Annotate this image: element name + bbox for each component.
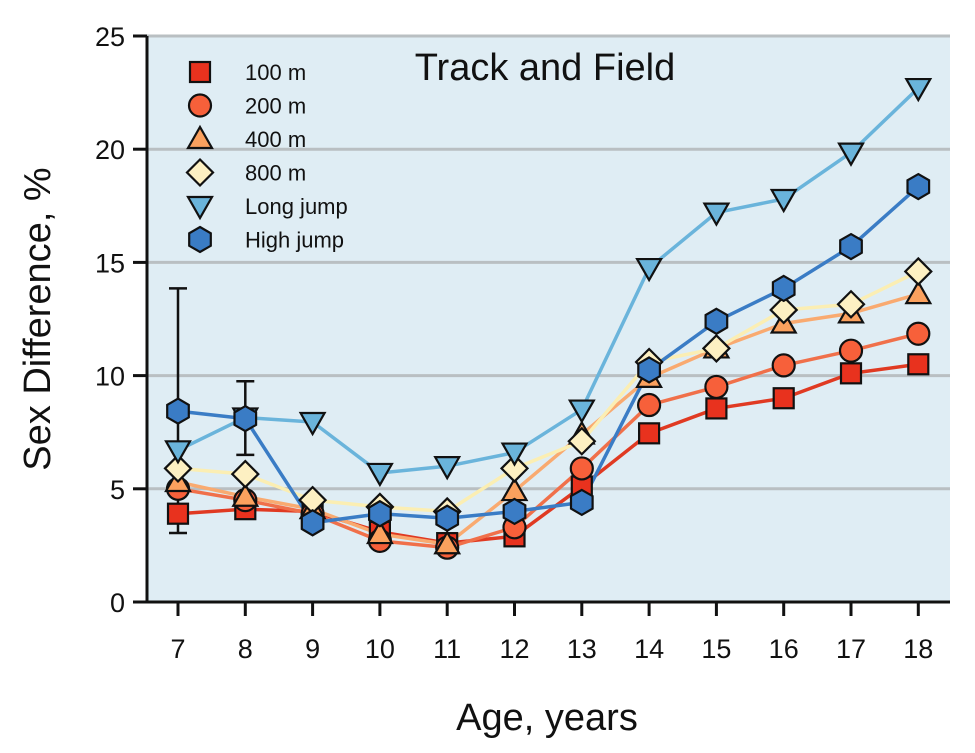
data-point-100-m — [705, 397, 728, 420]
y-tick-label: 0 — [110, 588, 125, 618]
plot-background — [147, 36, 950, 602]
data-point-200-m — [636, 392, 662, 418]
data-point-high-jump — [166, 397, 190, 425]
data-point-200-m — [569, 456, 594, 481]
legend-label-400-m: 400 m — [245, 127, 306, 152]
x-tick-label: 8 — [238, 634, 253, 664]
legend-label-800-m: 800 m — [245, 161, 306, 186]
data-point-200-m — [771, 353, 796, 378]
y-tick-label: 10 — [95, 362, 125, 392]
data-point-100-m — [907, 353, 930, 376]
data-point-200-m — [704, 374, 729, 400]
data-point-long-jump — [567, 399, 596, 424]
data-point-400-m — [904, 279, 933, 305]
data-point-400-m — [433, 530, 462, 555]
x-axis-title: Age, years — [456, 697, 638, 739]
x-tick-label: 9 — [305, 634, 320, 664]
data-point-high-jump — [569, 488, 594, 517]
y-tick-label: 20 — [95, 135, 125, 165]
data-point-long-jump — [298, 411, 327, 437]
data-point-long-jump — [500, 442, 529, 467]
data-point-long-jump — [769, 188, 798, 214]
data-point-400-m — [366, 519, 394, 545]
x-tick-label: 16 — [769, 634, 799, 664]
data-point-long-jump — [702, 202, 731, 227]
data-point-high-jump — [502, 497, 527, 526]
x-tick-labels: 7 8 9 10 11 12 13 14 15 16 17 18 — [170, 634, 933, 664]
legend-marker-400-m — [186, 124, 214, 150]
data-point-100-m — [166, 502, 190, 525]
data-point-long-jump — [433, 456, 462, 481]
legend-marker-200-m — [187, 93, 213, 118]
data-point-800-m — [499, 453, 530, 483]
data-point-100-m — [637, 422, 661, 445]
data-point-high-jump — [839, 232, 863, 261]
x-tick-label: 13 — [567, 634, 597, 664]
legend-label-100-m: 100 m — [245, 60, 306, 85]
y-axis-title: Sex Difference, % — [17, 167, 59, 470]
data-point-high-jump — [771, 274, 796, 303]
data-point-800-m — [163, 453, 193, 483]
x-tick-label: 10 — [365, 634, 395, 664]
gridlines — [147, 34, 950, 491]
x-tick-label: 12 — [499, 634, 529, 664]
y-tick-label: 25 — [95, 22, 125, 52]
data-point-high-jump — [368, 499, 392, 528]
legend-label-high-jump: High jump — [245, 228, 344, 253]
data-point-800-m — [701, 333, 731, 363]
series-markers — [163, 77, 933, 560]
data-point-200-m — [906, 321, 931, 346]
x-tick-label: 11 — [433, 634, 461, 664]
legend-marker-high-jump — [188, 225, 212, 254]
y-tick-labels: 0 5 10 15 20 25 — [95, 22, 125, 618]
data-point-high-jump — [233, 404, 258, 433]
axes — [133, 34, 950, 616]
data-point-800-m — [769, 295, 799, 325]
x-tick-label: 17 — [836, 634, 866, 664]
data-point-high-jump — [435, 504, 460, 532]
chart-title: Track and Field — [415, 47, 675, 89]
data-point-high-jump — [906, 172, 931, 201]
data-point-800-m — [903, 256, 933, 287]
data-point-100-m — [772, 387, 795, 410]
x-tick-label: 14 — [634, 634, 664, 664]
data-point-high-jump — [637, 356, 662, 384]
data-point-long-jump — [837, 142, 865, 167]
data-point-800-m — [836, 289, 866, 319]
data-point-long-jump — [164, 440, 192, 465]
x-tick-label: 7 — [170, 634, 185, 664]
data-point-long-jump — [635, 257, 663, 283]
legend-label-long-jump: Long jump — [245, 194, 348, 219]
data-point-100-m — [839, 362, 863, 385]
legend-marker-800-m — [185, 157, 215, 188]
data-point-long-jump — [904, 77, 933, 103]
data-point-high-jump — [300, 509, 325, 537]
data-point-400-m — [231, 482, 260, 507]
legend-marker-100-m — [188, 60, 212, 84]
legend: 100 m 200 m 400 m 800 m Long jump High jump — [185, 60, 348, 254]
y-tick-label: 5 — [110, 475, 125, 505]
x-tick-label: 15 — [701, 634, 731, 664]
data-point-800-m — [230, 459, 260, 489]
data-point-long-jump — [366, 462, 394, 488]
legend-marker-long-jump — [186, 195, 214, 221]
data-point-200-m — [838, 338, 864, 363]
legend-label-200-m: 200 m — [245, 94, 306, 119]
data-point-high-jump — [704, 307, 729, 336]
y-tick-label: 15 — [95, 248, 125, 278]
x-tick-label: 18 — [903, 634, 933, 664]
data-point-800-m — [567, 426, 597, 456]
